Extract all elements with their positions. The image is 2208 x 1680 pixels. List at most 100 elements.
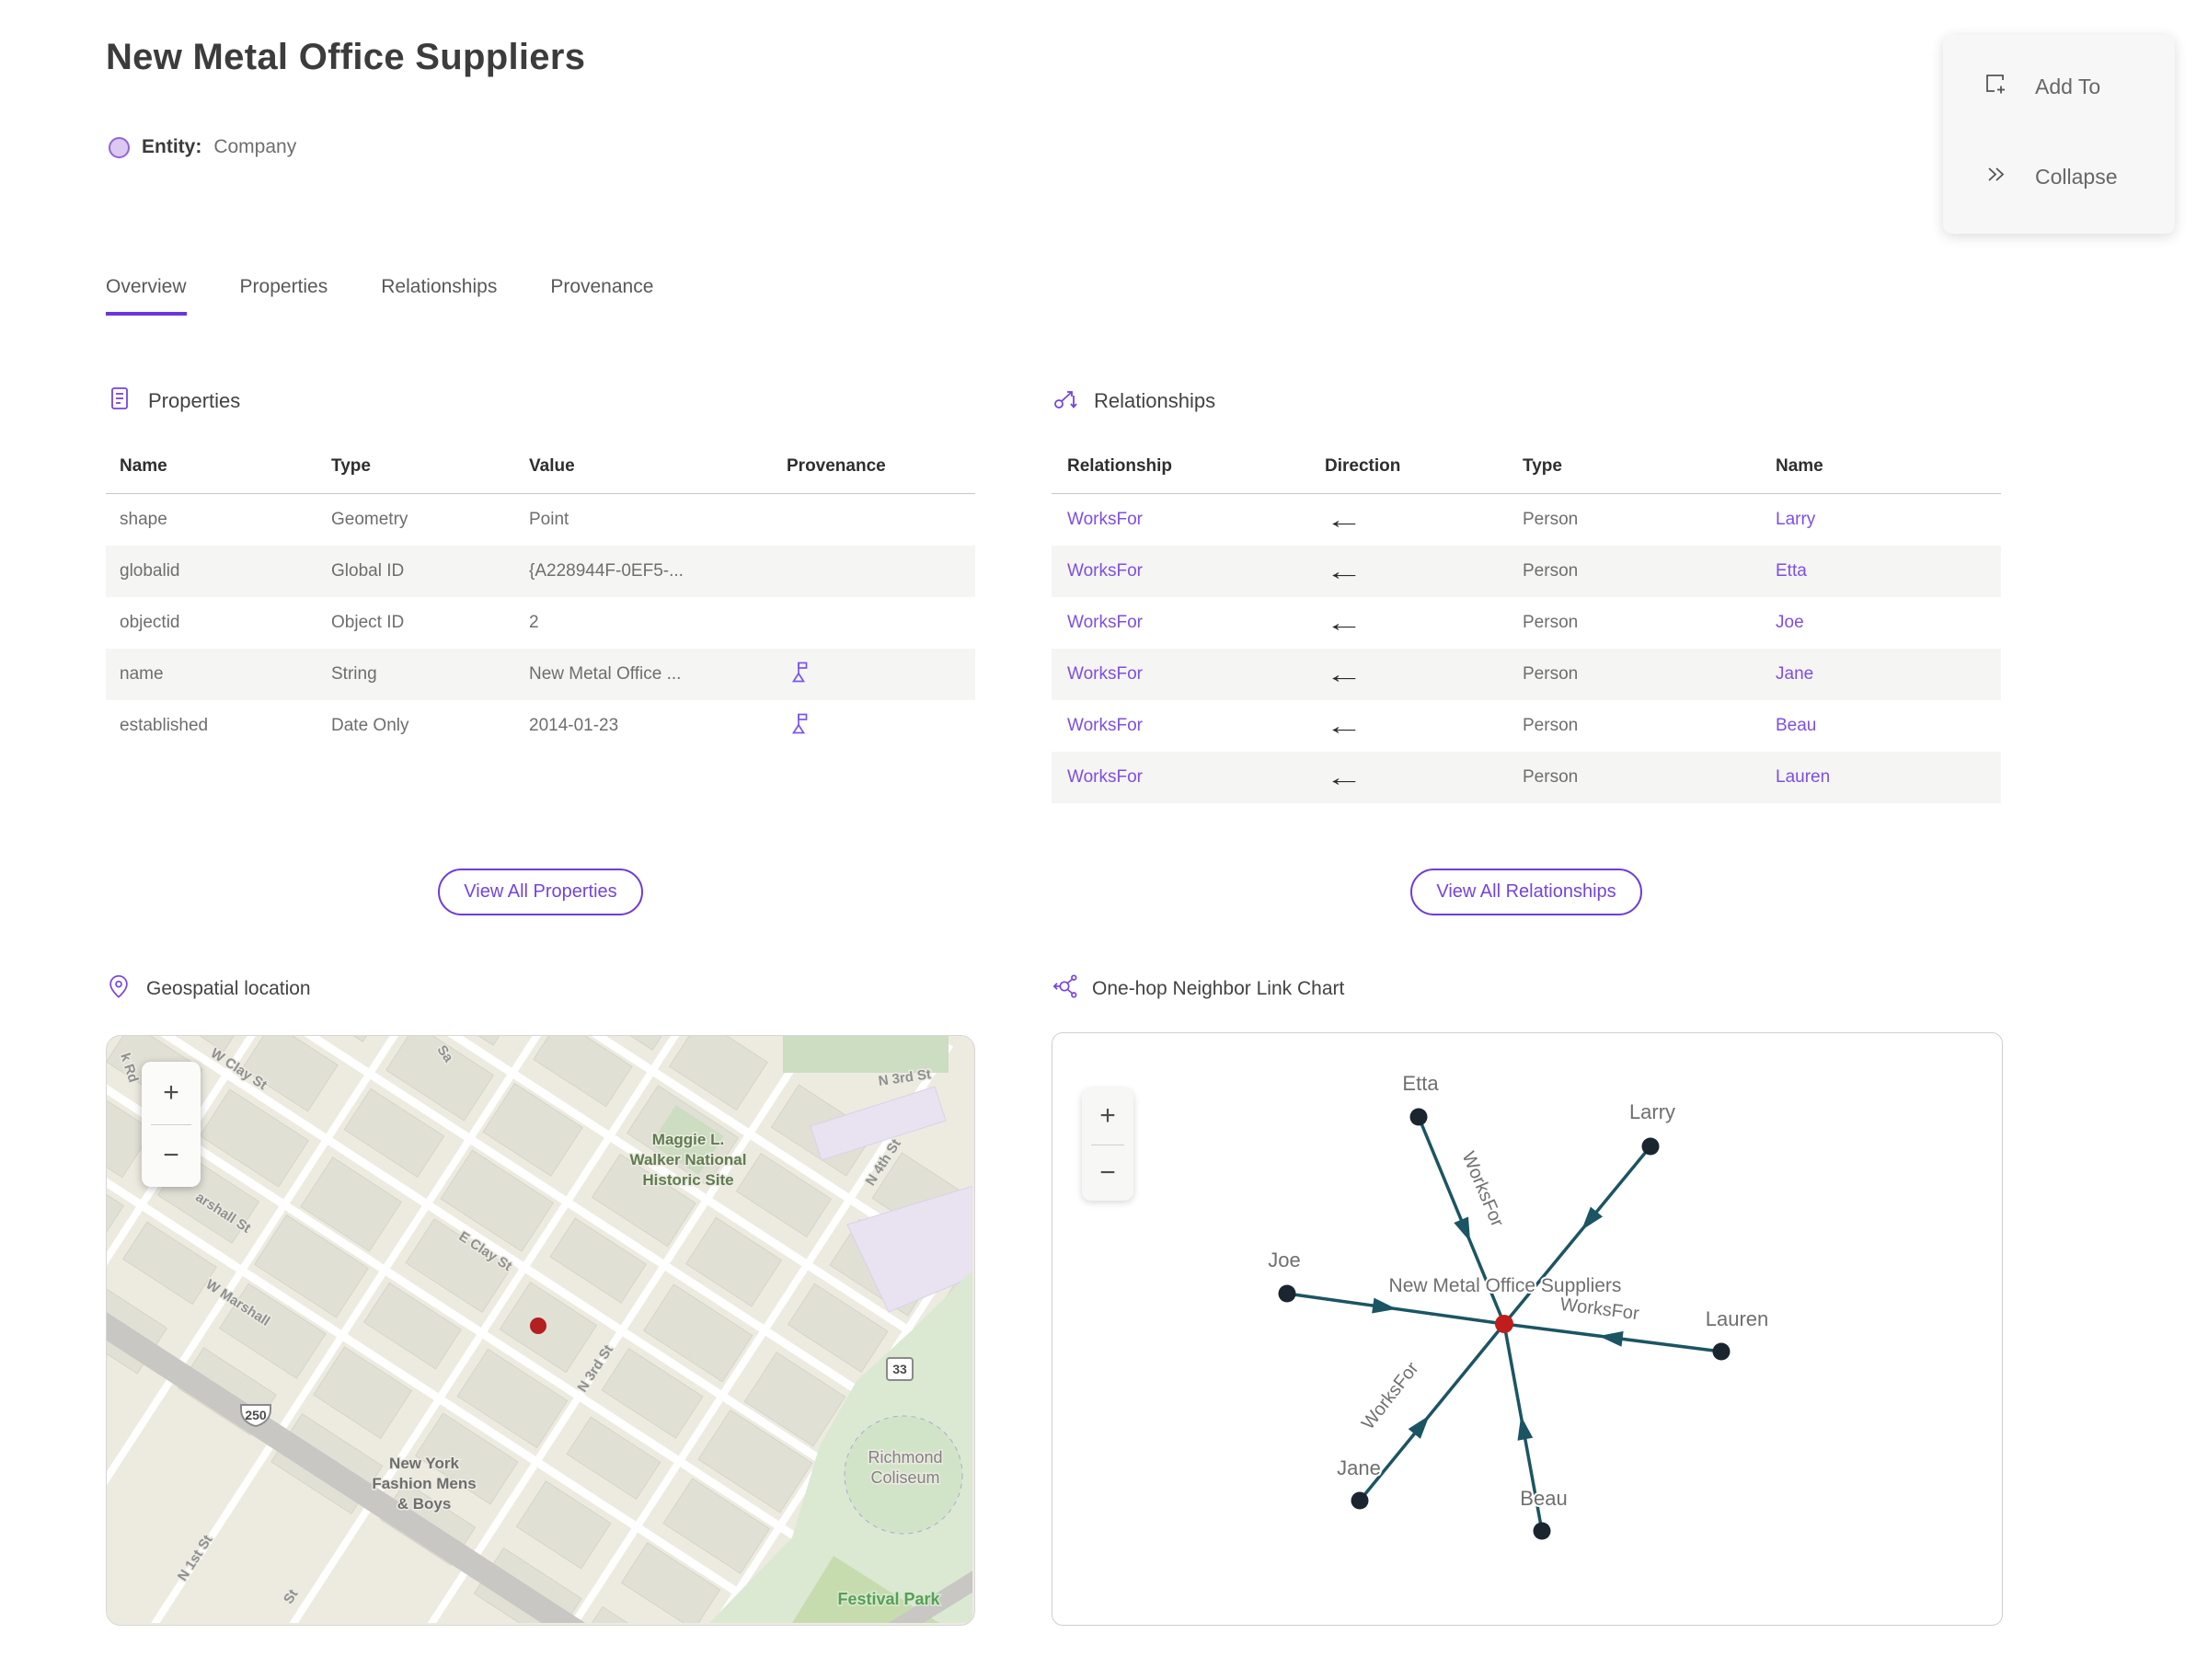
chart-node-label: Jane <box>1337 1456 1381 1479</box>
column-header: Name <box>120 456 167 476</box>
entity-type-row: Entity: Company <box>109 136 296 158</box>
left-arrow-icon: ← <box>1325 713 1363 739</box>
map-entity-marker[interactable] <box>530 1318 546 1334</box>
route-shield-33: 33 <box>886 1357 914 1381</box>
relationship-entity-name-link[interactable]: Larry <box>1776 510 1816 529</box>
relationship-type-link[interactable]: WorksFor <box>1067 664 1143 684</box>
provenance-flag-icon <box>787 660 811 690</box>
properties-section-title: Properties <box>148 389 241 412</box>
property-value: Point <box>529 510 569 529</box>
edge-arrowhead <box>1598 1330 1624 1347</box>
document-list-icon <box>106 385 133 418</box>
left-arrow-icon: ← <box>1325 765 1363 790</box>
relationship-direction: ← <box>1325 559 1523 584</box>
column-header: Value <box>529 456 575 476</box>
node-link-icon <box>1052 973 1077 1005</box>
relationship-entity-type: Person <box>1523 767 1579 787</box>
property-type: String <box>331 664 377 684</box>
chart-node-company[interactable] <box>1495 1315 1513 1333</box>
view-all-relationships-button[interactable]: View All Relationships <box>1410 869 1642 915</box>
relationship-row-etta: WorksFor ← Person Etta <box>1052 546 2001 597</box>
relationship-type-link[interactable]: WorksFor <box>1067 510 1143 529</box>
tab-relationships[interactable]: Relationships <box>381 276 498 297</box>
map-pin-icon <box>106 973 132 1005</box>
relationship-type-link[interactable]: WorksFor <box>1067 716 1143 735</box>
chart-node-joe[interactable] <box>1278 1284 1296 1303</box>
column-header: Type <box>331 456 371 476</box>
relationship-direction: ← <box>1325 714 1523 739</box>
svg-text:33: 33 <box>892 1362 907 1376</box>
property-provenance <box>787 711 975 742</box>
relationship-row-larry: WorksFor ← Person Larry <box>1052 494 2001 546</box>
chart-node-label: Etta <box>1402 1072 1439 1095</box>
entity-type-dot <box>109 136 130 158</box>
tab-overview[interactable]: Overview <box>106 276 187 316</box>
chart-node-label: Larry <box>1629 1100 1675 1123</box>
property-row-globalid: globalid Global ID {A228944F-0EF5-... <box>106 546 975 597</box>
map-zoom-control: + − <box>142 1062 201 1187</box>
collapse-label: Collapse <box>2035 164 2118 189</box>
page-title: New Metal Office Suppliers <box>106 37 586 77</box>
tab-provenance[interactable]: Provenance <box>550 276 654 297</box>
map-zoom-in-button[interactable]: + <box>163 1076 179 1108</box>
property-value: 2014-01-23 <box>529 716 619 735</box>
chart-node-beau[interactable] <box>1533 1522 1551 1540</box>
add-to-label: Add To <box>2035 74 2101 98</box>
geospatial-map[interactable]: 250 33 W Clay St E Clay St arshall St W Mars… <box>106 1035 975 1626</box>
property-value: New Metal Office ... <box>529 664 682 684</box>
edge-label: WorksFor <box>1358 1358 1423 1433</box>
chart-node-etta[interactable] <box>1409 1108 1428 1126</box>
relationship-entity-name-link[interactable]: Lauren <box>1776 767 1831 787</box>
edge-label: WorksFor <box>1559 1295 1641 1324</box>
chart-node-label: Lauren <box>1706 1307 1769 1330</box>
property-type: Global ID <box>331 561 405 581</box>
view-all-properties-button[interactable]: View All Properties <box>438 869 643 915</box>
relationship-entity-name-link[interactable]: Joe <box>1776 613 1804 632</box>
chart-node-label: Joe <box>1268 1248 1300 1272</box>
chart-zoom-out-button[interactable]: − <box>1099 1156 1116 1188</box>
relationship-entity-name-link[interactable]: Jane <box>1776 664 1814 684</box>
one-hop-link-chart[interactable]: WorksFor WorksFor WorksFor Etta Larry Joe Lau… <box>1052 1032 2003 1626</box>
relationship-direction: ← <box>1325 765 1523 790</box>
property-row-established: established Date Only 2014-01-23 <box>106 700 975 752</box>
link-chart-canvas[interactable]: WorksFor WorksFor WorksFor Etta Larry Joe Lau… <box>1052 1033 2000 1623</box>
add-to-icon <box>1982 70 2009 103</box>
zoom-divider <box>151 1123 191 1125</box>
relationship-entity-type: Person <box>1523 716 1579 735</box>
left-arrow-icon: ← <box>1325 507 1363 533</box>
relationship-type-link[interactable]: WorksFor <box>1067 613 1143 632</box>
property-type: Date Only <box>331 716 409 735</box>
add-to-button[interactable]: Add To <box>1943 70 2175 103</box>
left-arrow-icon: ← <box>1325 610 1363 636</box>
chart-zoom-control: + − <box>1082 1088 1133 1201</box>
relationship-entity-name-link[interactable]: Beau <box>1776 716 1817 735</box>
edge-arrowhead <box>1408 1415 1430 1439</box>
geospatial-section-header: Geospatial location <box>106 973 311 1005</box>
map-zoom-out-button[interactable]: − <box>163 1140 179 1171</box>
chart-zoom-in-button[interactable]: + <box>1099 1100 1116 1132</box>
properties-section-header: Properties <box>106 385 240 418</box>
chart-node-jane[interactable] <box>1351 1491 1369 1510</box>
chart-node-lauren[interactable] <box>1712 1342 1731 1361</box>
property-name: globalid <box>120 561 180 581</box>
chart-center-node-label: New Metal Office Suppliers <box>1389 1275 1622 1296</box>
collapse-button[interactable]: Collapse <box>1943 160 2175 193</box>
map-poi-label: New York Fashion Mens & Boys <box>372 1455 476 1513</box>
relationship-type-link[interactable]: WorksFor <box>1067 767 1143 787</box>
property-type: Object ID <box>331 613 405 632</box>
relationship-row-joe: WorksFor ← Person Joe <box>1052 597 2001 649</box>
chart-node-larry[interactable] <box>1641 1137 1660 1156</box>
map-poi-label: Festival Park <box>837 1590 940 1608</box>
column-header: Provenance <box>787 456 886 476</box>
relationships-section-header: Relationships <box>1052 385 1215 418</box>
relationship-entity-name-link[interactable]: Etta <box>1776 561 1807 581</box>
double-chevron-right-icon <box>1982 160 2009 193</box>
map-coliseum-outline <box>844 1415 963 1535</box>
column-header: Direction <box>1325 456 1401 476</box>
properties-table: Name Type Value Provenance shape Geometry Poi… <box>106 440 975 752</box>
relationship-direction: ← <box>1325 611 1523 636</box>
relationship-type-link[interactable]: WorksFor <box>1067 561 1143 581</box>
tab-properties[interactable]: Properties <box>239 276 328 297</box>
relationship-row-jane: WorksFor ← Person Jane <box>1052 649 2001 700</box>
